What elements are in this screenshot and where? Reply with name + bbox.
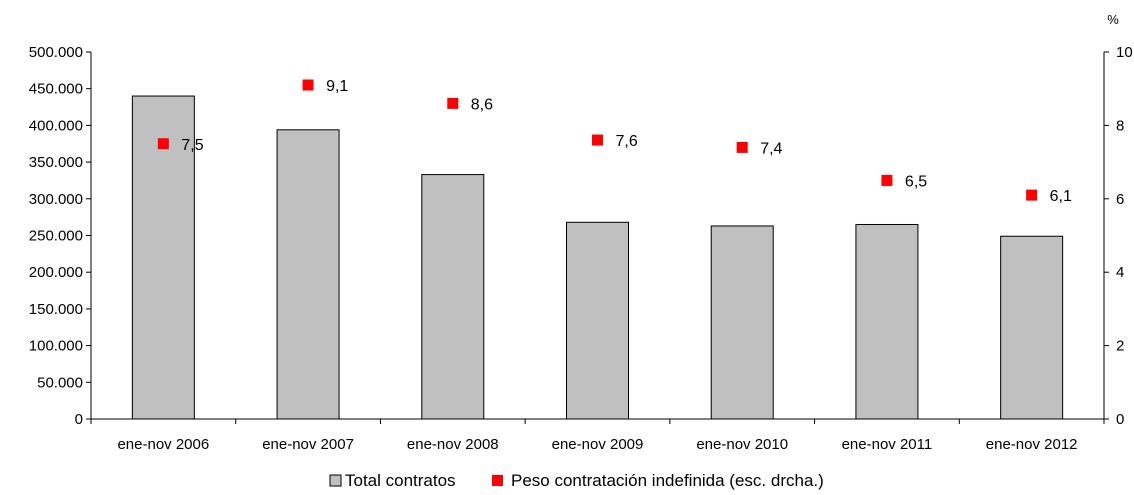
- right-tick-label: 8: [1116, 117, 1124, 134]
- bar-total-contratos: [710, 225, 774, 420]
- right-tick-label: 6: [1116, 191, 1124, 208]
- x-tick-label: ene-nov 2009: [552, 436, 644, 453]
- left-tick-label: 100.000: [29, 338, 83, 355]
- left-tick-label: 350.000: [29, 154, 83, 171]
- data-label-peso-contratacion: 7,6: [616, 133, 638, 150]
- bar-total-contratos: [566, 221, 629, 420]
- right-axis-ticks: 0 2 4 6 8 10: [1104, 44, 1133, 428]
- point-peso-contratacion: [881, 174, 893, 186]
- right-axis-unit: %: [1107, 12, 1119, 27]
- left-tick-label: 250.000: [29, 228, 83, 245]
- data-label-peso-contratacion: 8,6: [471, 96, 493, 113]
- left-tick-label: 50.000: [37, 374, 83, 391]
- bars-layer: [131, 95, 1064, 420]
- bar-total-contratos: [131, 95, 195, 420]
- right-tick-label: 10: [1116, 44, 1133, 61]
- legend-label-total-contratos: Total contratos: [345, 471, 456, 490]
- points-layer: 7,5 9,1 8,6 7,6 7,4 6,5 6,1: [157, 78, 1072, 205]
- legend-swatch-peso-contratacion: [492, 475, 503, 486]
- bar-total-contratos: [421, 174, 485, 420]
- right-tick-label: 2: [1116, 338, 1124, 355]
- data-label-peso-contratacion: 6,5: [905, 173, 927, 190]
- point-peso-contratacion: [447, 97, 459, 109]
- x-tick-label: ene-nov 2008: [407, 436, 499, 453]
- data-label-peso-contratacion: 9,1: [326, 78, 348, 95]
- point-peso-contratacion: [157, 138, 169, 150]
- data-label-peso-contratacion: 6,1: [1050, 188, 1072, 205]
- left-tick-label: 150.000: [29, 301, 83, 318]
- point-peso-contratacion: [736, 141, 748, 153]
- left-axis-ticks: 0 50.000 100.000 150.000 200.000 250.000 300.0…: [29, 44, 91, 428]
- left-tick-label: 0: [75, 411, 83, 428]
- left-tick-label: 450.000: [29, 81, 83, 98]
- left-tick-label: 500.000: [29, 44, 83, 61]
- x-tick-label: ene-nov 2010: [696, 436, 788, 453]
- point-peso-contratacion: [302, 79, 314, 91]
- legend-label-peso-contratacion: Peso contratación indefinida (esc. drcha…: [511, 471, 824, 490]
- left-tick-label: 300.000: [29, 191, 83, 208]
- bar-total-contratos: [276, 129, 340, 420]
- left-tick-label: 400.000: [29, 117, 83, 134]
- x-tick-label: ene-nov 2007: [262, 436, 354, 453]
- bar-total-contratos: [855, 223, 919, 420]
- data-label-peso-contratacion: 7,4: [760, 140, 782, 157]
- point-peso-contratacion: [1026, 189, 1038, 201]
- right-tick-label: 0: [1116, 411, 1124, 428]
- x-tick-label: ene-nov 2011: [842, 436, 933, 453]
- legend: Total contratos Peso contratación indefi…: [329, 471, 824, 490]
- bar-total-contratos: [1000, 235, 1064, 420]
- right-tick-label: 4: [1116, 264, 1124, 281]
- x-axis-ticks: ene-nov 2006 ene-nov 2007 ene-nov 2008 ene-…: [90, 419, 1105, 453]
- data-label-peso-contratacion: 7,5: [181, 137, 203, 154]
- x-tick-label: ene-nov 2006: [117, 436, 209, 453]
- left-tick-label: 200.000: [29, 264, 83, 281]
- legend-swatch-total-contratos: [329, 474, 342, 487]
- point-peso-contratacion: [592, 134, 603, 146]
- x-tick-label: ene-nov 2012: [986, 436, 1078, 453]
